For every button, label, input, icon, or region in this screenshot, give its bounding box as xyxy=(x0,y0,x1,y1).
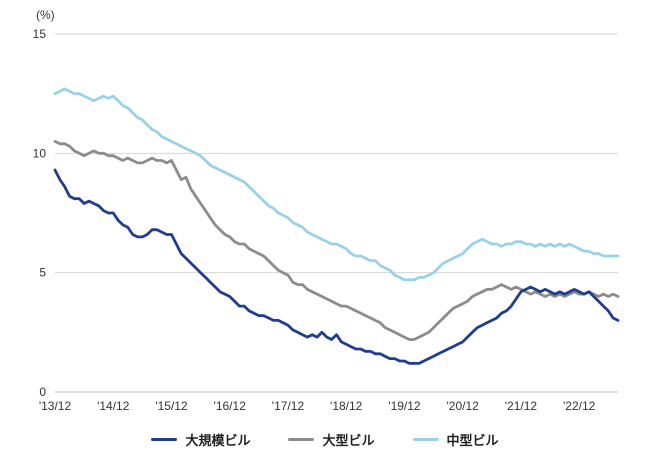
x-tick-label: '19/12 xyxy=(388,399,421,413)
series-line-0 xyxy=(53,168,620,365)
x-tick-label: '20/12 xyxy=(447,399,480,413)
legend-swatch-medium xyxy=(412,438,439,441)
y-tick-label: 10 xyxy=(33,146,47,160)
y-tick-label: 5 xyxy=(39,266,46,280)
legend-swatch-large xyxy=(288,438,315,441)
x-tick-label: '17/12 xyxy=(272,399,305,413)
y-axis-unit-label: (%) xyxy=(36,8,55,22)
x-tick-label: '16/12 xyxy=(214,399,247,413)
series-line-1 xyxy=(53,139,620,341)
line-chart-canvas: 0 5 10 15 '13/12 '14/12 '15/12 '16/12 '17/12 '18/… xyxy=(33,27,620,413)
y-tick-label: 0 xyxy=(39,385,46,399)
legend-item-medium-building: 中型ビル xyxy=(412,430,499,449)
legend-swatch-large-scale xyxy=(151,438,178,441)
legend-item-large-building: 大型ビル xyxy=(288,430,375,449)
legend-item-large-scale-building: 大規模ビル xyxy=(151,430,250,449)
x-tick-label: '22/12 xyxy=(563,399,596,413)
legend-label-large: 大型ビル xyxy=(322,433,375,448)
legend-label-large-scale: 大規模ビル xyxy=(185,433,251,448)
x-tick-label: '18/12 xyxy=(330,399,363,413)
x-tick-label: '14/12 xyxy=(97,399,130,413)
x-tick-label: '15/12 xyxy=(155,399,188,413)
x-tick-label: '13/12 xyxy=(39,399,72,413)
legend-label-medium: 中型ビル xyxy=(446,433,499,448)
y-tick-label: 15 xyxy=(33,27,47,41)
x-tick-label: '21/12 xyxy=(505,399,538,413)
chart-legend: 大規模ビル 大型ビル 中型ビル xyxy=(0,430,650,449)
series-line-2 xyxy=(53,87,620,282)
